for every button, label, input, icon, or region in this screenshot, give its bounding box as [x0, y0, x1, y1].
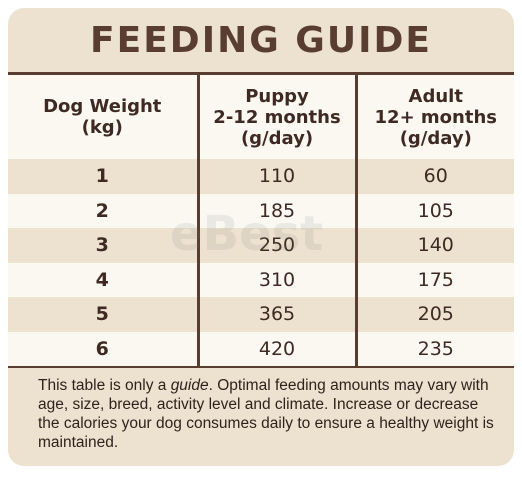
- adult-cell: 235: [354, 331, 514, 366]
- page-title: FEEDING GUIDE: [90, 19, 432, 61]
- feeding-note: This table is only a guide. Optimal feed…: [38, 376, 498, 452]
- column-header-weight: Dog Weight (kg): [8, 75, 198, 159]
- table-row: 2 185 105: [8, 193, 514, 228]
- adult-cell: 175: [354, 262, 514, 297]
- header-line: Dog Weight: [43, 96, 162, 117]
- header-line: Adult: [408, 85, 463, 107]
- feeding-guide-card: FEEDING GUIDE Dog Weight (kg) Puppy 2-12…: [8, 8, 514, 466]
- header-line: (kg): [81, 117, 123, 138]
- weight-cell: 5: [8, 297, 198, 332]
- feeding-table-container: Dog Weight (kg) Puppy 2-12 months (g/day…: [8, 72, 514, 368]
- note-text: This table is only a: [38, 377, 171, 394]
- weight-cell: 2: [8, 193, 198, 228]
- puppy-cell: 250: [196, 228, 356, 263]
- note-emphasis: guide: [170, 377, 209, 394]
- adult-cell: 105: [354, 193, 514, 228]
- header-line: (g/day): [240, 127, 314, 149]
- adult-cell: 60: [354, 159, 514, 194]
- header-line: Puppy: [245, 85, 309, 107]
- adult-cell: 140: [354, 228, 514, 263]
- table-row: 3 250 140: [8, 228, 514, 263]
- table-row: 1 110 60: [8, 159, 514, 194]
- column-header-puppy: Puppy 2-12 months (g/day): [196, 75, 356, 159]
- puppy-cell: 110: [196, 159, 356, 194]
- adult-cell: 205: [354, 297, 514, 332]
- feeding-table: Dog Weight (kg) Puppy 2-12 months (g/day…: [8, 75, 514, 366]
- header-line: (g/day): [399, 127, 472, 149]
- puppy-cell: 365: [196, 297, 356, 332]
- puppy-cell: 420: [196, 331, 356, 366]
- table-header-row: Dog Weight (kg) Puppy 2-12 months (g/day…: [8, 75, 514, 159]
- title-bar: FEEDING GUIDE: [8, 8, 514, 72]
- weight-cell: 6: [8, 331, 198, 366]
- column-header-adult: Adult 12+ months (g/day): [354, 75, 514, 159]
- table-row: 4 310 175: [8, 262, 514, 297]
- weight-cell: 1: [8, 159, 198, 194]
- puppy-cell: 185: [196, 193, 356, 228]
- weight-cell: 3: [8, 228, 198, 263]
- header-line: 2-12 months: [213, 106, 341, 128]
- header-line: 12+ months: [374, 106, 497, 128]
- puppy-cell: 310: [196, 262, 356, 297]
- table-row: 5 365 205: [8, 297, 514, 332]
- note-text: . Optimal feeding amounts may vary with …: [38, 377, 494, 451]
- weight-cell: 4: [8, 262, 198, 297]
- table-row: 6 420 235: [8, 331, 514, 366]
